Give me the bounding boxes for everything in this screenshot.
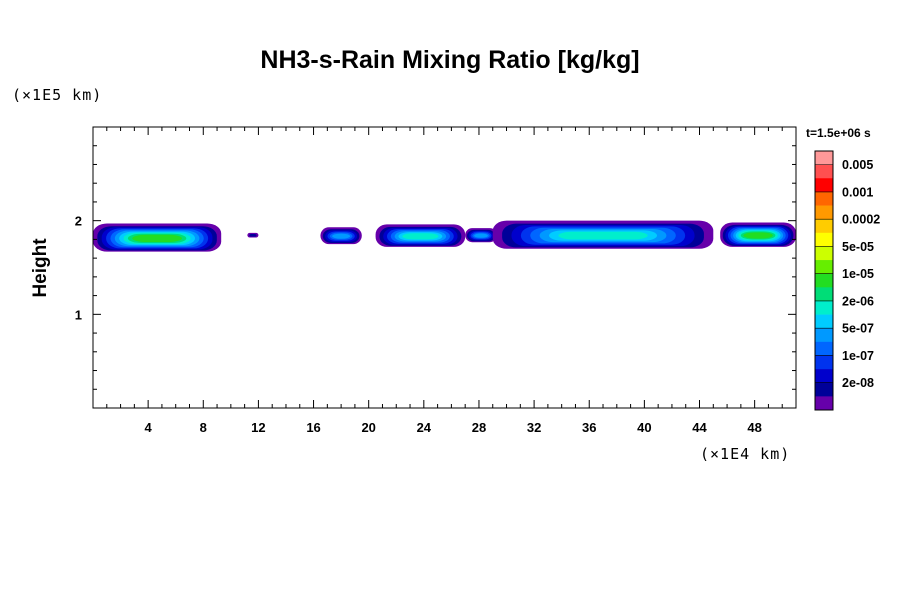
colorbar-swatch bbox=[815, 287, 833, 302]
rain-cell-band bbox=[474, 233, 488, 238]
colorbar-label: 0.001 bbox=[842, 185, 873, 199]
colorbar-label: 5e-05 bbox=[842, 240, 874, 254]
y-axis-unit: (×1E5 km) bbox=[12, 86, 103, 104]
colorbar-swatch bbox=[815, 396, 833, 411]
colorbar-swatch bbox=[815, 151, 833, 165]
colorbar-label: 0.0002 bbox=[842, 213, 880, 227]
x-tick-label: 12 bbox=[251, 420, 265, 435]
colorbar-swatch bbox=[815, 246, 833, 261]
rain-cell-band bbox=[558, 231, 648, 240]
x-tick-label: 20 bbox=[361, 420, 375, 435]
colorbar-swatch bbox=[815, 328, 833, 343]
rain-cell-band bbox=[402, 233, 439, 240]
rain-cell-3 bbox=[375, 224, 466, 247]
colorbar-swatch bbox=[815, 232, 833, 247]
colorbar-swatch bbox=[815, 164, 833, 179]
x-tick-label: 48 bbox=[747, 420, 761, 435]
x-tick-label: 28 bbox=[472, 420, 486, 435]
x-tick-label: 32 bbox=[527, 420, 541, 435]
x-tick-label: 40 bbox=[637, 420, 651, 435]
rain-cell-0 bbox=[93, 223, 222, 252]
rain-cell-band bbox=[132, 234, 182, 242]
x-tick-label: 24 bbox=[417, 420, 432, 435]
colorbar: 0.005 0.001 0.0002 5e-05 1e-05 2e-06 5e-07 1e-0… bbox=[814, 150, 880, 411]
x-tick-label: 4 bbox=[145, 420, 153, 435]
x-tick-label: 36 bbox=[582, 420, 596, 435]
x-tick-label: 16 bbox=[306, 420, 320, 435]
rain-cell-band bbox=[249, 234, 257, 237]
rain-cell-5 bbox=[492, 220, 714, 249]
chart-title: NH3-s-Rain Mixing Ratio [kg/kg] bbox=[260, 46, 640, 74]
colorbar-swatch bbox=[815, 273, 833, 288]
colorbar-label: 5e-07 bbox=[842, 322, 874, 336]
colorbar-swatch bbox=[815, 355, 833, 370]
x-tick-label: 8 bbox=[200, 420, 207, 435]
colorbar-swatch bbox=[815, 314, 833, 329]
colorbar-swatch bbox=[815, 219, 833, 234]
colorbar-frame bbox=[814, 150, 834, 411]
rain-cell-band bbox=[743, 232, 773, 239]
colorbar-label: 2e-06 bbox=[842, 294, 874, 308]
rain-cell-4 bbox=[465, 228, 497, 243]
colorbar-swatch bbox=[815, 369, 833, 384]
x-tick-label: 44 bbox=[692, 420, 707, 435]
rain-cell-2 bbox=[320, 227, 362, 245]
colorbar-swatch bbox=[815, 260, 833, 274]
colorbar-swatch bbox=[815, 178, 833, 193]
colorbar-swatch bbox=[815, 300, 833, 315]
rain-cell-1 bbox=[247, 232, 259, 238]
x-axis-unit: (×1E4 km) bbox=[700, 445, 791, 463]
colorbar-swatch bbox=[815, 205, 833, 220]
y-tick-label: 2 bbox=[75, 214, 82, 229]
plot-frame bbox=[92, 126, 797, 409]
rain-cell-band bbox=[332, 233, 351, 239]
y-tick-label: 1 bbox=[75, 307, 82, 322]
time-label: t=1.5e+06 s bbox=[806, 126, 871, 140]
colorbar-swatch bbox=[815, 382, 833, 397]
colorbar-swatch bbox=[815, 341, 833, 356]
colorbar-swatch bbox=[815, 191, 833, 206]
colorbar-label: 0.005 bbox=[842, 158, 873, 172]
rain-cell-6 bbox=[720, 222, 796, 247]
colorbar-label: 1e-07 bbox=[842, 349, 874, 363]
colorbar-label: 1e-05 bbox=[842, 267, 874, 281]
data-layer bbox=[93, 220, 796, 252]
colorbar-label: 2e-08 bbox=[842, 376, 874, 390]
